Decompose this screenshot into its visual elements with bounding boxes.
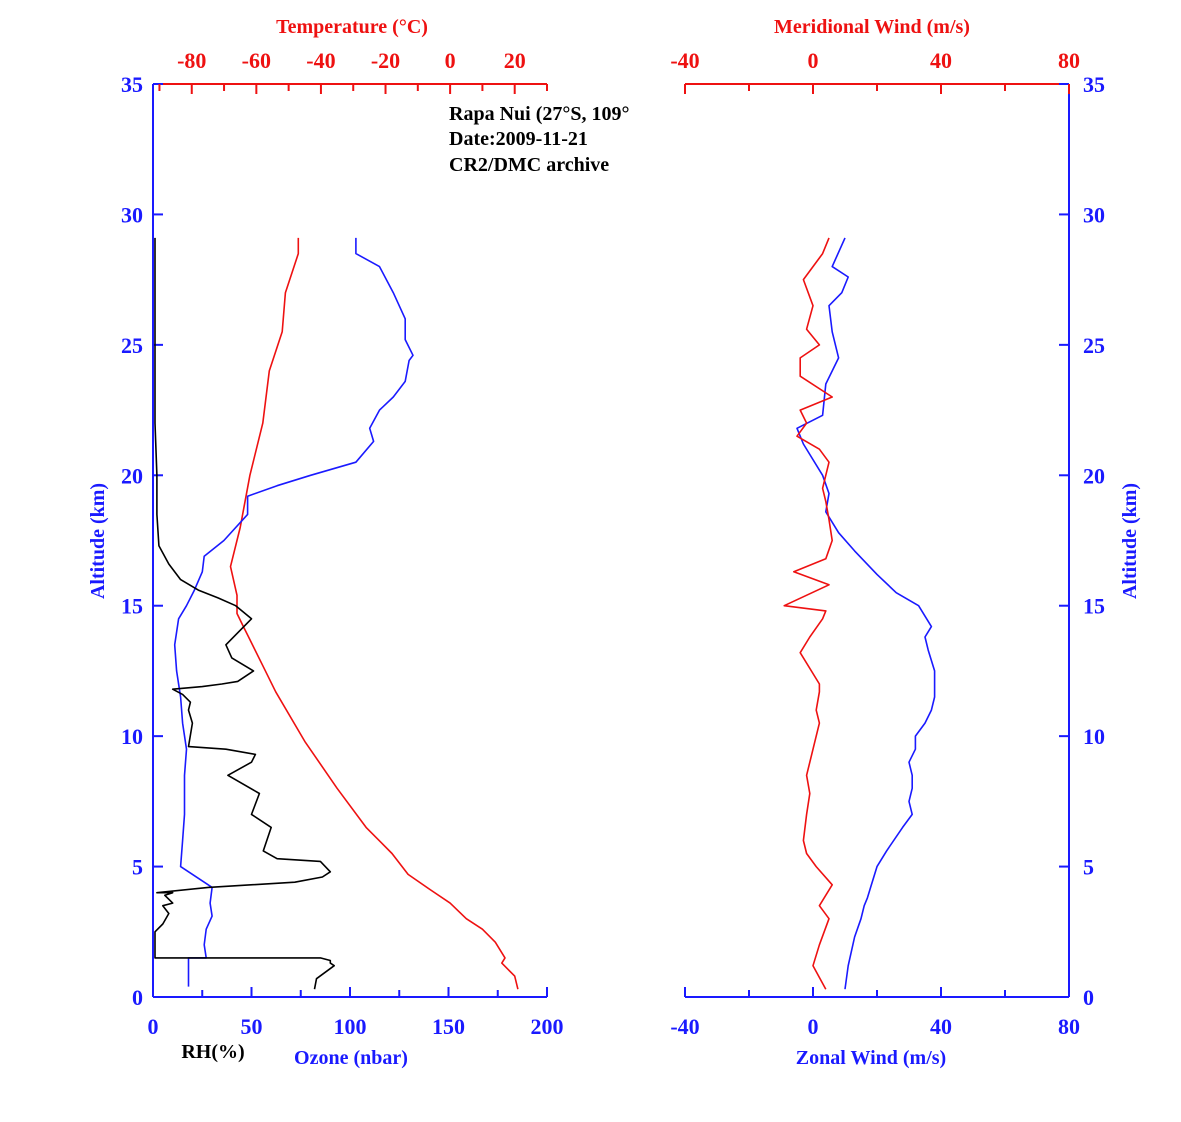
left-series: [154, 237, 519, 990]
left-bottom-tick-label: 0: [148, 1014, 159, 1039]
right-y-tick-label: 10: [1083, 724, 1105, 749]
zonal-wind-axis-title: Zonal Wind (m/s): [796, 1047, 946, 1069]
left-top-ticks: -80 -60 -40 -20 0 20: [158, 48, 548, 94]
left-y-tick-label: 5: [132, 855, 143, 880]
left-y-ticks: 0 5 10 15 20 25 30 35: [121, 72, 163, 1010]
temperature-axis-title: Temperature (°C): [276, 16, 428, 38]
right-panel: 0 5 10 15 20 25 30 35 -40 0 40 80 -40 0 40 80 Meridio…: [670, 16, 1141, 1069]
left-top-tick-label: -40: [306, 48, 335, 73]
right-y-tick-label: 30: [1083, 202, 1105, 227]
left-top-tick-label: -60: [242, 48, 271, 73]
annotation-location: Rapa Nui (27°S, 109°: [449, 103, 629, 125]
right-top-tick-label: 0: [808, 48, 819, 73]
left-top-tick-label: -80: [177, 48, 206, 73]
left-y-tick-label: 15: [121, 594, 143, 619]
right-y-ticks: 0 5 10 15 20 25 30 35: [1059, 72, 1105, 1010]
right-y-tick-label: 35: [1083, 72, 1105, 97]
right-y-tick-label: 0: [1083, 985, 1094, 1010]
annotation-date: Date:2009-11-21: [449, 128, 588, 150]
right-bottom-tick-label: 40: [930, 1014, 952, 1039]
left-top-tick-label: -20: [371, 48, 400, 73]
series-line-temperature-c: [229, 237, 519, 990]
left-bottom-tick-label: 100: [334, 1014, 367, 1039]
annotation-source: CR2/DMC archive: [449, 154, 609, 176]
series-line-meridional-wind-m-s: [783, 237, 834, 990]
left-y-tick-label: 25: [121, 333, 143, 358]
right-top-tick-label: 80: [1058, 48, 1080, 73]
left-y-tick-label: 10: [121, 724, 143, 749]
left-bottom-ticks: 0 50 100 150 200: [148, 987, 564, 1039]
left-bottom-tick-label: 150: [432, 1014, 465, 1039]
left-y-tick-label: 30: [121, 202, 143, 227]
right-y-tick-label: 20: [1083, 463, 1105, 488]
right-altitude-title: Altitude (km): [1119, 483, 1141, 599]
series-line-rh: [154, 237, 336, 990]
right-top-ticks: -40 0 40 80: [670, 48, 1080, 94]
right-bottom-ticks: -40 0 40 80: [670, 987, 1080, 1039]
right-top-tick-label: -40: [670, 48, 699, 73]
right-series: [783, 237, 936, 990]
left-top-tick-label: 20: [504, 48, 526, 73]
left-altitude-title: Altitude (km): [87, 483, 109, 599]
series-line-zonal-wind-m-s: [796, 237, 936, 990]
left-bottom-tick-label: 50: [241, 1014, 263, 1039]
right-bottom-tick-label: 80: [1058, 1014, 1080, 1039]
right-bottom-tick-label: 0: [808, 1014, 819, 1039]
right-y-tick-label: 15: [1083, 594, 1105, 619]
meridional-wind-axis-title: Meridional Wind (m/s): [774, 16, 970, 38]
annotation-block: Rapa Nui (27°S, 109° Date:2009-11-21 CR2…: [449, 103, 629, 176]
right-bottom-tick-label: -40: [670, 1014, 699, 1039]
left-bottom-tick-label: 200: [531, 1014, 564, 1039]
left-y-tick-label: 35: [121, 72, 143, 97]
right-y-tick-label: 5: [1083, 855, 1094, 880]
left-y-tick-label: 20: [121, 463, 143, 488]
right-top-tick-label: 40: [930, 48, 952, 73]
rh-axis-title: RH(%): [181, 1041, 244, 1063]
right-y-tick-label: 25: [1083, 333, 1105, 358]
left-top-tick-label: 0: [445, 48, 456, 73]
ozone-axis-title: Ozone (nbar): [294, 1047, 408, 1069]
left-y-tick-label: 0: [132, 985, 143, 1010]
series-line-ozone-nbar: [173, 237, 414, 987]
